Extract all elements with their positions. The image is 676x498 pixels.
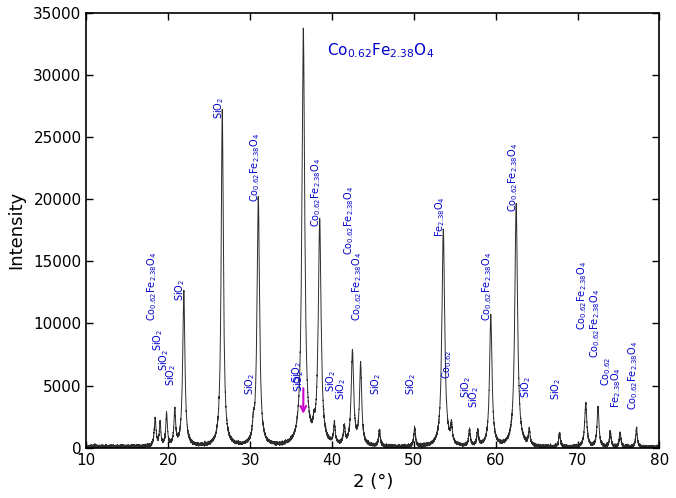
Text: SiO$_2$: SiO$_2$ (404, 374, 418, 395)
Text: Co$_{0.62}$Fe$_{2.38}$O$_4$: Co$_{0.62}$Fe$_{2.38}$O$_4$ (248, 132, 262, 202)
Text: Co$_{0.62}$Fe$_{2.38}$O$_4$: Co$_{0.62}$Fe$_{2.38}$O$_4$ (145, 251, 159, 321)
Text: SiO$_2$: SiO$_2$ (519, 375, 533, 398)
Text: SiO$_2$: SiO$_2$ (459, 375, 473, 398)
Text: Co$_{0.62}$Fe$_{2.38}$O$_4$: Co$_{0.62}$Fe$_{2.38}$O$_4$ (342, 186, 356, 255)
Text: SiO$_2$: SiO$_2$ (369, 374, 383, 395)
Y-axis label: Intensity: Intensity (7, 191, 25, 269)
Text: SiO$_2$: SiO$_2$ (324, 370, 338, 392)
Text: SiO$_2$: SiO$_2$ (174, 279, 187, 301)
Text: Co$_{0.62}$Fe$_{2.38}$O$_4$: Co$_{0.62}$Fe$_{2.38}$O$_4$ (506, 142, 520, 212)
Text: Co$_{0.62}$Fe$_{2.38}$O$_4$: Co$_{0.62}$Fe$_{2.38}$O$_4$ (575, 260, 589, 330)
Text: SiO$_2$: SiO$_2$ (158, 349, 171, 371)
Text: Co$_{0.62}$Fe$_{2.38}$O$_4$: Co$_{0.62}$Fe$_{2.38}$O$_4$ (310, 157, 323, 227)
Text: Fe$_{2.38}$O$_4$: Fe$_{2.38}$O$_4$ (609, 367, 623, 408)
Text: Co$_{0.62}$Fe$_{2.38}$O$_4$: Co$_{0.62}$Fe$_{2.38}$O$_4$ (350, 251, 364, 321)
Text: SiO$_2$: SiO$_2$ (468, 385, 481, 408)
Text: Co$_{0.62}$Fe$_{2.38}$O$_4$: Co$_{0.62}$Fe$_{2.38}$O$_4$ (588, 289, 602, 358)
Text: SiO$_2$: SiO$_2$ (212, 96, 226, 119)
Text: Co$_{0.62}$: Co$_{0.62}$ (600, 356, 613, 385)
Text: Co$_{0.62}$: Co$_{0.62}$ (441, 350, 454, 379)
X-axis label: 2 (°): 2 (°) (353, 473, 393, 491)
Text: SiO$_2$: SiO$_2$ (243, 374, 257, 395)
Text: Co$_{0.62}$Fe$_{2.38}$O$_4$: Co$_{0.62}$Fe$_{2.38}$O$_4$ (327, 41, 434, 60)
Text: SiO$_2$: SiO$_2$ (550, 378, 563, 400)
Text: Co$_{0.62}$Fe$_{2.38}$O$_4$: Co$_{0.62}$Fe$_{2.38}$O$_4$ (627, 341, 640, 410)
Text: Co$_{0.62}$Fe$_{2.38}$O$_4$: Co$_{0.62}$Fe$_{2.38}$O$_4$ (481, 251, 494, 321)
Text: Fe$_{2.38}$O$_4$: Fe$_{2.38}$O$_4$ (433, 196, 447, 237)
Text: SiO$_2$: SiO$_2$ (290, 361, 304, 383)
Text: SiO$_2$: SiO$_2$ (151, 329, 164, 351)
Text: SiO$_2$: SiO$_2$ (165, 364, 178, 385)
Text: SiO$_2$: SiO$_2$ (292, 370, 306, 392)
Text: SiO$_2$: SiO$_2$ (334, 378, 348, 400)
